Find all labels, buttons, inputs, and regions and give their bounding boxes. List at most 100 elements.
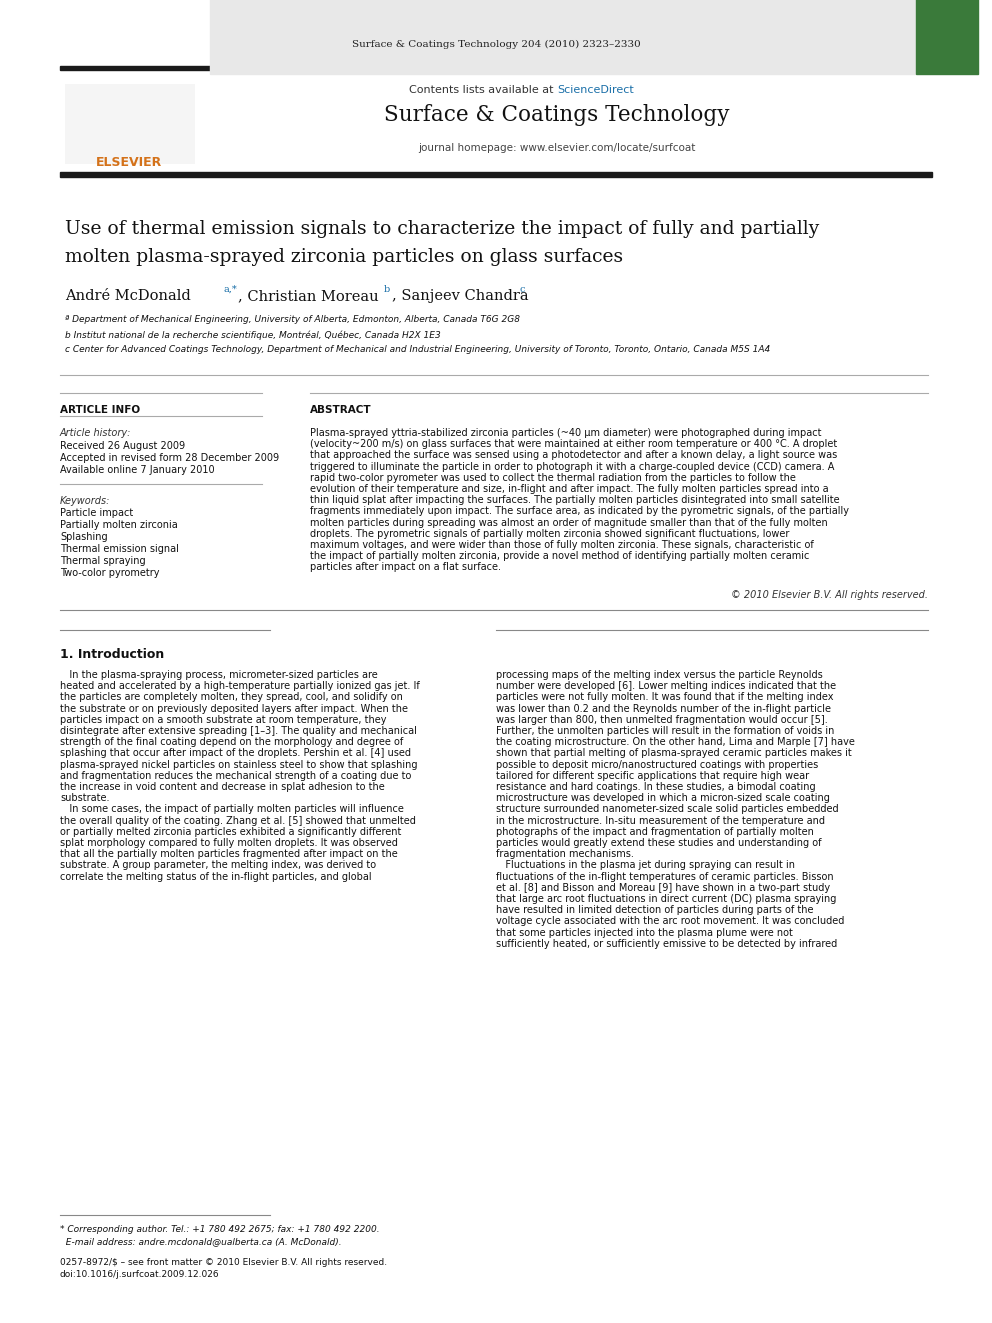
- Text: correlate the melting status of the in-flight particles, and global: correlate the melting status of the in-f…: [60, 872, 372, 881]
- Text: particles were not fully molten. It was found that if the melting index: particles were not fully molten. It was …: [496, 692, 833, 703]
- Text: photographs of the impact and fragmentation of partially molten: photographs of the impact and fragmentat…: [496, 827, 813, 837]
- Text: resistance and hard coatings. In these studies, a bimodal coating: resistance and hard coatings. In these s…: [496, 782, 815, 792]
- Text: SURFACE
& COATINGS
TECHNOLOGY: SURFACE & COATINGS TECHNOLOGY: [918, 78, 976, 111]
- Bar: [916, 0, 978, 74]
- Text: * Corresponding author. Tel.: +1 780 492 2675; fax: +1 780 492 2200.: * Corresponding author. Tel.: +1 780 492…: [60, 1225, 380, 1234]
- Text: ª Department of Mechanical Engineering, University of Alberta, Edmonton, Alberta: ª Department of Mechanical Engineering, …: [65, 315, 520, 324]
- Text: voltage cycle associated with the arc root movement. It was concluded: voltage cycle associated with the arc ro…: [496, 917, 844, 926]
- Text: Use of thermal emission signals to characterize the impact of fully and partiall: Use of thermal emission signals to chara…: [65, 220, 819, 238]
- Text: that large arc root fluctuations in direct current (DC) plasma spraying: that large arc root fluctuations in dire…: [496, 894, 836, 904]
- Text: In some cases, the impact of partially molten particles will influence: In some cases, the impact of partially m…: [60, 804, 404, 815]
- Text: the substrate or on previously deposited layers after impact. When the: the substrate or on previously deposited…: [60, 704, 408, 713]
- Text: was lower than 0.2 and the Reynolds number of the in-flight particle: was lower than 0.2 and the Reynolds numb…: [496, 704, 831, 713]
- Bar: [60, 172, 932, 177]
- Text: Particle impact: Particle impact: [60, 508, 133, 519]
- Bar: [60, 74, 208, 175]
- Text: tailored for different specific applications that require high wear: tailored for different specific applicat…: [496, 771, 809, 781]
- Text: molten particles during spreading was almost an order of magnitude smaller than : molten particles during spreading was al…: [310, 517, 827, 528]
- Text: Available online 7 January 2010: Available online 7 January 2010: [60, 464, 214, 475]
- Text: heated and accelerated by a high-temperature partially ionized gas jet. If: heated and accelerated by a high-tempera…: [60, 681, 420, 691]
- Text: Thermal spraying: Thermal spraying: [60, 556, 146, 566]
- Text: that some particles injected into the plasma plume were not: that some particles injected into the pl…: [496, 927, 793, 938]
- Text: Surface & Coatings Technology: Surface & Coatings Technology: [384, 105, 730, 126]
- Text: fragmentation mechanisms.: fragmentation mechanisms.: [496, 849, 634, 859]
- Text: b: b: [384, 284, 390, 294]
- Text: Contents lists available at: Contents lists available at: [409, 85, 557, 95]
- Text: Two-color pyrometry: Two-color pyrometry: [60, 568, 160, 578]
- Text: triggered to illuminate the particle in order to photograph it with a charge-cou: triggered to illuminate the particle in …: [310, 462, 834, 471]
- Text: doi:10.1016/j.surfcoat.2009.12.026: doi:10.1016/j.surfcoat.2009.12.026: [60, 1270, 219, 1279]
- Text: , Sanjeev Chandra: , Sanjeev Chandra: [392, 288, 534, 303]
- Text: Splashing: Splashing: [60, 532, 107, 542]
- Text: the increase in void content and decrease in splat adhesion to the: the increase in void content and decreas…: [60, 782, 385, 792]
- Text: molten plasma-sprayed zirconia particles on glass surfaces: molten plasma-sprayed zirconia particles…: [65, 247, 623, 266]
- Text: disintegrate after extensive spreading [1–3]. The quality and mechanical: disintegrate after extensive spreading […: [60, 726, 417, 736]
- Text: have resulted in limited detection of particles during parts of the: have resulted in limited detection of pa…: [496, 905, 813, 916]
- Text: structure surrounded nanometer-sized scale solid particles embedded: structure surrounded nanometer-sized sca…: [496, 804, 838, 815]
- Text: Plasma-sprayed yttria-stabilized zirconia particles (~40 μm diameter) were photo: Plasma-sprayed yttria-stabilized zirconi…: [310, 429, 821, 438]
- Text: plasma-sprayed nickel particles on stainless steel to show that splashing: plasma-sprayed nickel particles on stain…: [60, 759, 418, 770]
- Text: splashing that occur after impact of the droplets. Pershin et al. [4] used: splashing that occur after impact of the…: [60, 749, 411, 758]
- Text: strength of the final coating depend on the morphology and degree of: strength of the final coating depend on …: [60, 737, 404, 747]
- Bar: [60, 66, 932, 70]
- Text: Received 26 August 2009: Received 26 August 2009: [60, 441, 186, 451]
- Text: Thermal emission signal: Thermal emission signal: [60, 544, 179, 554]
- Text: possible to deposit micro/nanostructured coatings with properties: possible to deposit micro/nanostructured…: [496, 759, 818, 770]
- Text: shown that partial melting of plasma-sprayed ceramic particles makes it: shown that partial melting of plasma-spr…: [496, 749, 852, 758]
- Text: or partially melted zirconia particles exhibited a significantly different: or partially melted zirconia particles e…: [60, 827, 402, 837]
- Text: , Christian Moreau: , Christian Moreau: [238, 288, 383, 303]
- Text: Further, the unmolten particles will result in the formation of voids in: Further, the unmolten particles will res…: [496, 726, 834, 736]
- Bar: [65, 83, 195, 164]
- Text: Partially molten zirconia: Partially molten zirconia: [60, 520, 178, 531]
- Text: and fragmentation reduces the mechanical strength of a coating due to: and fragmentation reduces the mechanical…: [60, 771, 412, 781]
- Text: Fluctuations in the plasma jet during spraying can result in: Fluctuations in the plasma jet during sp…: [496, 860, 795, 871]
- Text: In the plasma-spraying process, micrometer-sized particles are: In the plasma-spraying process, micromet…: [60, 669, 378, 680]
- Text: Article history:: Article history:: [60, 429, 131, 438]
- Text: E-mail address: andre.mcdonald@ualberta.ca (A. McDonald).: E-mail address: andre.mcdonald@ualberta.…: [60, 1237, 341, 1246]
- Text: the overall quality of the coating. Zhang et al. [5] showed that unmelted: the overall quality of the coating. Zhan…: [60, 815, 416, 826]
- Text: particles after impact on a flat surface.: particles after impact on a flat surface…: [310, 562, 501, 573]
- Text: was larger than 800, then unmelted fragmentation would occur [5].: was larger than 800, then unmelted fragm…: [496, 714, 827, 725]
- Text: Keywords:: Keywords:: [60, 496, 110, 505]
- Text: sufficiently heated, or sufficiently emissive to be detected by infrared: sufficiently heated, or sufficiently emi…: [496, 939, 837, 949]
- Text: that all the partially molten particles fragmented after impact on the: that all the partially molten particles …: [60, 849, 398, 859]
- Text: ARTICLE INFO: ARTICLE INFO: [60, 405, 140, 415]
- Text: substrate. A group parameter, the melting index, was derived to: substrate. A group parameter, the meltin…: [60, 860, 376, 871]
- Text: fluctuations of the in-flight temperatures of ceramic particles. Bisson: fluctuations of the in-flight temperatur…: [496, 872, 833, 881]
- Text: ScienceDirect: ScienceDirect: [557, 85, 634, 95]
- Text: processing maps of the melting index versus the particle Reynolds: processing maps of the melting index ver…: [496, 669, 822, 680]
- Text: microstructure was developed in which a micron-sized scale coating: microstructure was developed in which a …: [496, 794, 830, 803]
- Text: particles would greatly extend these studies and understanding of: particles would greatly extend these stu…: [496, 837, 821, 848]
- Text: c Center for Advanced Coatings Technology, Department of Mechanical and Industri: c Center for Advanced Coatings Technolog…: [65, 345, 770, 355]
- Text: André McDonald: André McDonald: [65, 288, 195, 303]
- Text: particles impact on a smooth substrate at room temperature, they: particles impact on a smooth substrate a…: [60, 714, 387, 725]
- Text: journal homepage: www.elsevier.com/locate/surfcoat: journal homepage: www.elsevier.com/locat…: [419, 143, 695, 153]
- Text: (velocity~200 m/s) on glass surfaces that were maintained at either room tempera: (velocity~200 m/s) on glass surfaces tha…: [310, 439, 837, 450]
- Text: the particles are completely molten, they spread, cool, and solidify on: the particles are completely molten, the…: [60, 692, 403, 703]
- Text: the coating microstructure. On the other hand, Lima and Marple [7] have: the coating microstructure. On the other…: [496, 737, 855, 747]
- Text: et al. [8] and Bisson and Moreau [9] have shown in a two-part study: et al. [8] and Bisson and Moreau [9] hav…: [496, 882, 830, 893]
- Text: Accepted in revised form 28 December 2009: Accepted in revised form 28 December 200…: [60, 452, 279, 463]
- Text: a,*: a,*: [224, 284, 238, 294]
- Text: in the microstructure. In-situ measurement of the temperature and: in the microstructure. In-situ measureme…: [496, 815, 825, 826]
- Text: that approached the surface was sensed using a photodetector and after a known d: that approached the surface was sensed u…: [310, 450, 837, 460]
- Text: b Institut national de la recherche scientifique, Montréal, Québec, Canada H2X 1: b Institut national de la recherche scie…: [65, 329, 440, 340]
- Text: droplets. The pyrometric signals of partially molten zirconia showed significant: droplets. The pyrometric signals of part…: [310, 529, 790, 538]
- Text: fragments immediately upon impact. The surface area, as indicated by the pyromet: fragments immediately upon impact. The s…: [310, 507, 849, 516]
- Text: Surface & Coatings Technology 204 (2010) 2323–2330: Surface & Coatings Technology 204 (2010)…: [351, 40, 641, 49]
- Text: maximum voltages, and were wider than those of fully molten zirconia. These sign: maximum voltages, and were wider than th…: [310, 540, 813, 550]
- Text: rapid two-color pyrometer was used to collect the thermal radiation from the par: rapid two-color pyrometer was used to co…: [310, 472, 796, 483]
- Text: 1. Introduction: 1. Introduction: [60, 648, 165, 662]
- Bar: [210, 0, 915, 74]
- Text: c: c: [519, 284, 525, 294]
- Text: the impact of partially molten zirconia, provide a novel method of identifying p: the impact of partially molten zirconia,…: [310, 552, 809, 561]
- Text: evolution of their temperature and size, in-flight and after impact. The fully m: evolution of their temperature and size,…: [310, 484, 828, 493]
- Text: number were developed [6]. Lower melting indices indicated that the: number were developed [6]. Lower melting…: [496, 681, 836, 691]
- Text: substrate.: substrate.: [60, 794, 109, 803]
- Text: ELSEVIER: ELSEVIER: [96, 156, 162, 169]
- Text: 0257-8972/$ – see front matter © 2010 Elsevier B.V. All rights reserved.: 0257-8972/$ – see front matter © 2010 El…: [60, 1258, 387, 1267]
- Text: thin liquid splat after impacting the surfaces. The partially molten particles d: thin liquid splat after impacting the su…: [310, 495, 839, 505]
- Text: ABSTRACT: ABSTRACT: [310, 405, 372, 415]
- Text: splat morphology compared to fully molten droplets. It was observed: splat morphology compared to fully molte…: [60, 837, 398, 848]
- Text: © 2010 Elsevier B.V. All rights reserved.: © 2010 Elsevier B.V. All rights reserved…: [731, 590, 928, 601]
